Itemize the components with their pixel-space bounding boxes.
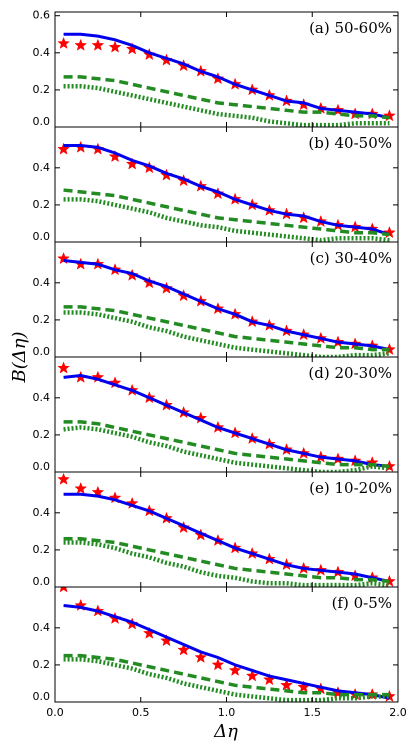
dotted-line [63, 310, 390, 357]
y-tick-label: 0.0 [33, 575, 51, 588]
star-marker [228, 663, 242, 676]
star-marker [59, 587, 68, 593]
plot-area [57, 472, 396, 587]
star-marker [383, 109, 396, 122]
star-marker [57, 472, 70, 485]
plot-area [57, 140, 396, 242]
x-tick-label: 0.5 [132, 706, 150, 719]
panel-title: (d) 20-30% [308, 364, 392, 382]
y-tick-label: 0.0 [33, 230, 51, 243]
panel-title: (c) 30-40% [310, 249, 392, 267]
plot-area [57, 251, 396, 357]
panel-title: (f) 0-5% [332, 594, 392, 612]
star-marker [91, 38, 105, 51]
y-tick-label: 0.4 [33, 161, 51, 174]
star-marker [280, 678, 293, 691]
star-marker [108, 40, 122, 53]
dashed-line [63, 188, 390, 237]
y-tick-label: 0.4 [33, 506, 51, 519]
dashed-line [63, 653, 390, 697]
y-tick-label: 0.2 [33, 543, 51, 556]
plot-area [59, 587, 396, 702]
y-tick-label: 0.2 [33, 313, 51, 326]
dotted-line [63, 197, 390, 242]
y-tick-label: 0.0 [33, 115, 51, 128]
solid-line [63, 32, 390, 120]
solid-line [63, 259, 390, 352]
plot-area [57, 361, 396, 472]
y-tick-label: 0.2 [33, 658, 51, 671]
y-tick-label: 0.4 [33, 46, 51, 59]
dotted-line [63, 657, 390, 702]
dashed-line [63, 75, 390, 120]
y-tick-label: 0.0 [33, 460, 51, 473]
star-marker [177, 643, 191, 656]
panel-title: (a) 50-60% [309, 19, 392, 37]
y-axis-label: B(Δη) [9, 331, 30, 383]
star-marker [245, 669, 259, 682]
star-marker [74, 481, 88, 495]
x-tick-label: 1.5 [304, 706, 322, 719]
x-axis-label: Δη [213, 721, 238, 742]
y-tick-label: 0.2 [33, 198, 51, 211]
dotted-line [63, 83, 390, 127]
dotted-line [63, 540, 390, 587]
y-tick-label: 0.2 [33, 83, 51, 96]
y-tick-label: 0.4 [33, 391, 51, 404]
plot-area [57, 32, 396, 127]
y-tick-label: 0.4 [33, 621, 51, 634]
x-tick-label: 0.0 [46, 706, 64, 719]
star-marker [383, 226, 396, 239]
panel-title: (e) 10-20% [309, 479, 392, 497]
panel-title: (b) 40-50% [308, 134, 392, 152]
solid-line [63, 144, 390, 237]
star-marker [74, 38, 88, 51]
x-tick-label: 2.0 [389, 706, 407, 719]
star-marker [57, 361, 70, 374]
star-marker [194, 650, 208, 663]
star-marker [57, 142, 70, 155]
solid-line [63, 374, 390, 468]
y-tick-label: 0.4 [33, 276, 51, 289]
y-tick-label: 0.2 [33, 428, 51, 441]
y-tick-label: 0.0 [33, 345, 51, 358]
solid-line [63, 492, 390, 583]
y-tick-label: 0.6 [33, 9, 51, 22]
star-marker [57, 36, 70, 49]
star-marker [211, 658, 225, 671]
y-tick-label: 0.0 [33, 690, 51, 703]
solid-line [63, 604, 390, 700]
x-tick-label: 1.0 [218, 706, 236, 719]
